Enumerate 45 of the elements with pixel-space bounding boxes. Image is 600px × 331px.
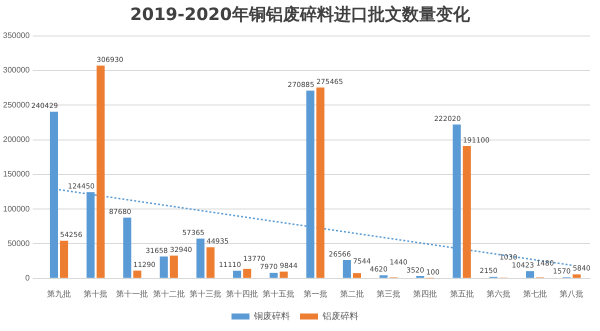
bar bbox=[96, 66, 105, 278]
legend-label: 铝废碎料 bbox=[322, 310, 358, 321]
x-tick-label: 第十三批 bbox=[189, 289, 222, 298]
y-tick-label: 0 bbox=[25, 274, 30, 283]
x-tick-label: 第三批 bbox=[376, 289, 401, 298]
bar bbox=[380, 275, 388, 278]
x-tick-label: 第十一批 bbox=[116, 289, 148, 298]
x-tick-label: 第九批 bbox=[47, 289, 72, 298]
bar bbox=[462, 146, 471, 278]
bar bbox=[243, 268, 252, 278]
bar bbox=[160, 256, 168, 278]
x-tick-label: 第七批 bbox=[523, 289, 548, 298]
x-tick-label: 第十批 bbox=[84, 289, 108, 298]
x-tick-label: 第二批 bbox=[340, 289, 364, 298]
y-tick-label: 200000 bbox=[2, 134, 30, 144]
x-tick-label: 第一批 bbox=[303, 289, 328, 298]
bar bbox=[572, 274, 581, 278]
bar bbox=[316, 87, 324, 278]
x-tick-label: 第四批 bbox=[413, 289, 438, 298]
bar bbox=[342, 260, 351, 278]
bar bbox=[352, 273, 362, 278]
bar bbox=[60, 240, 68, 278]
legend-label: 铜废碎料 bbox=[253, 310, 290, 321]
bar bbox=[123, 218, 132, 278]
bar bbox=[280, 272, 288, 278]
bar bbox=[526, 271, 534, 278]
bar bbox=[170, 256, 178, 278]
chart-title: 2019-2020年铜铝废碎料进口批文数量变化 bbox=[129, 4, 471, 27]
x-tick-label: 第十二批 bbox=[152, 289, 185, 298]
bar bbox=[206, 247, 215, 278]
y-tick-label: 100000 bbox=[2, 204, 30, 214]
bar bbox=[196, 238, 204, 278]
y-tick-label: 250000 bbox=[2, 100, 30, 110]
bar bbox=[133, 270, 142, 278]
x-tick-label: 第五批 bbox=[450, 289, 474, 298]
bar bbox=[233, 270, 242, 278]
x-tick-label: 第十四批 bbox=[226, 289, 258, 298]
x-tick-label: 第六批 bbox=[486, 289, 510, 298]
y-tick-label: 350000 bbox=[2, 31, 30, 40]
y-tick-label: 50000 bbox=[7, 238, 30, 248]
x-tick-label: 第八批 bbox=[560, 289, 584, 298]
y-tick-label: 300000 bbox=[2, 66, 30, 75]
y-tick-label: 150000 bbox=[2, 170, 30, 179]
x-tick-label: 第十五批 bbox=[262, 289, 295, 298]
bar bbox=[270, 272, 278, 278]
